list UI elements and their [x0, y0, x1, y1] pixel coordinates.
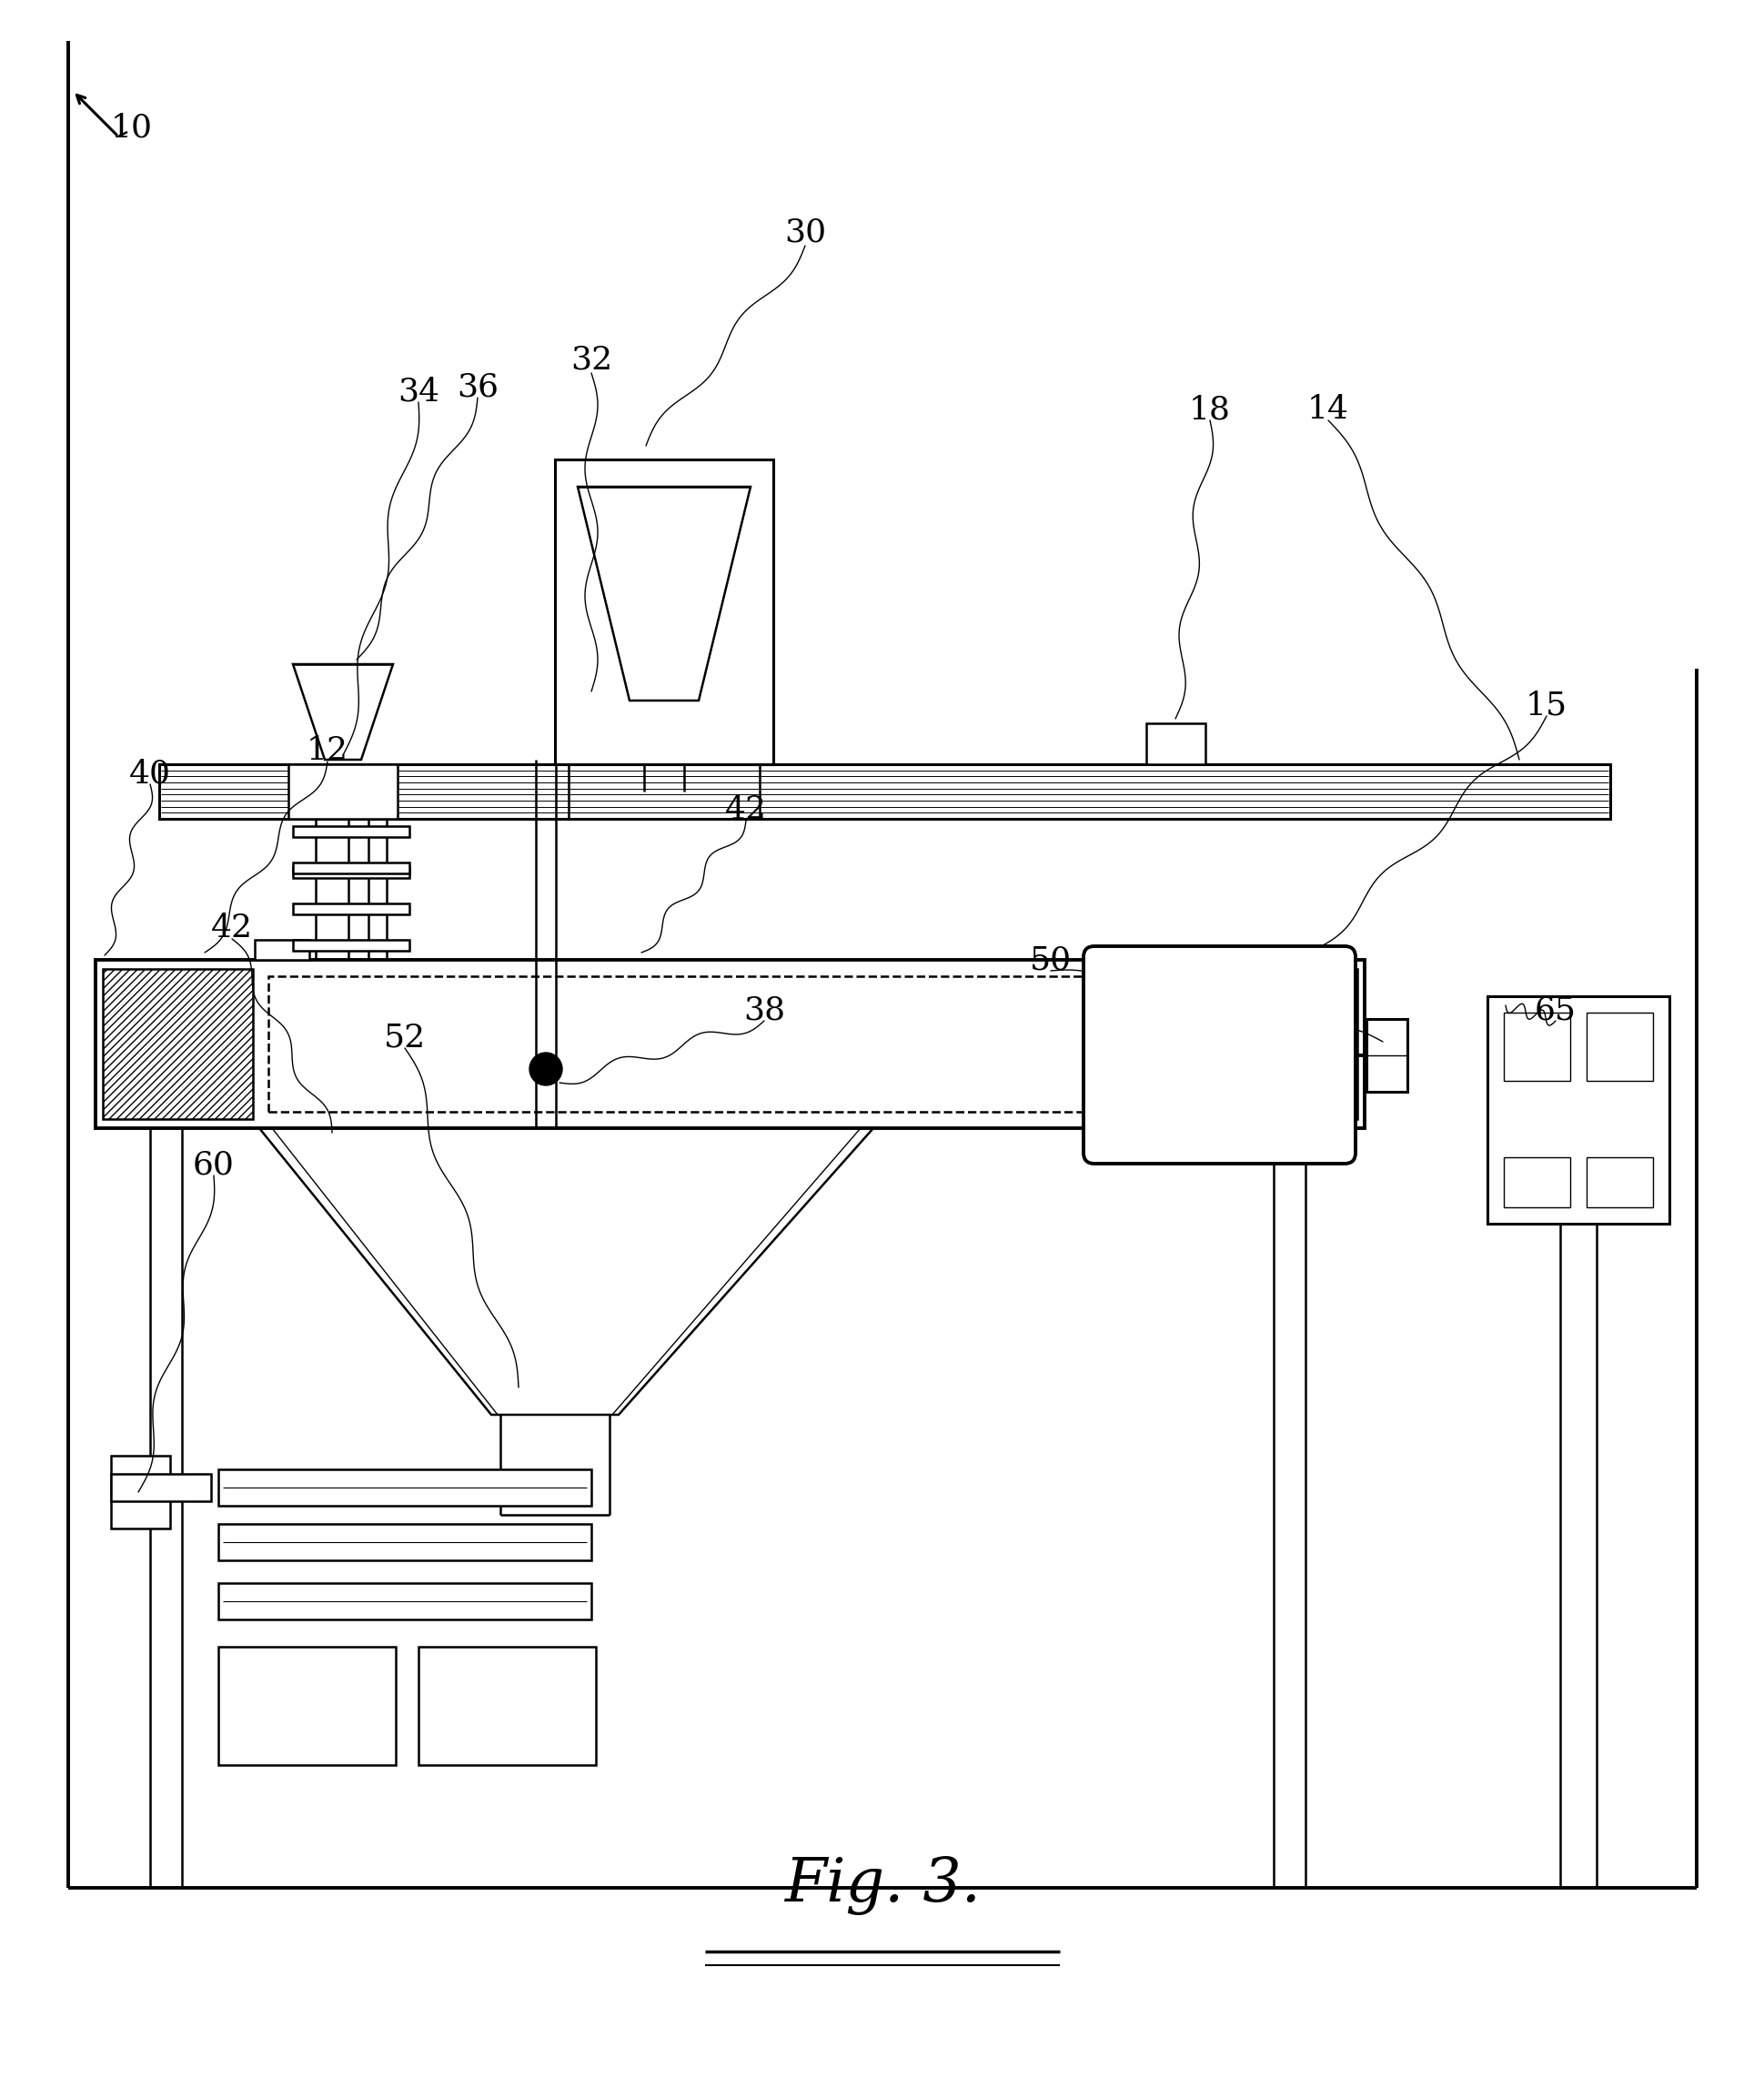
Text: 36: 36 — [457, 372, 497, 403]
Bar — [159, 764, 1609, 818]
Text: 42: 42 — [725, 793, 767, 825]
Bar — [554, 459, 773, 764]
Bar — [293, 867, 409, 877]
FancyBboxPatch shape — [1083, 946, 1355, 1163]
Text: 65: 65 — [1535, 994, 1575, 1025]
Bar — [1487, 996, 1669, 1224]
Bar — [293, 940, 409, 950]
Bar — [293, 904, 409, 915]
Text: 38: 38 — [743, 994, 785, 1025]
Bar — [268, 977, 1191, 1111]
Bar — [102, 969, 252, 1119]
Bar — [219, 1647, 395, 1764]
Bar — [1503, 1013, 1570, 1082]
Text: 50: 50 — [1028, 944, 1071, 975]
Bar — [219, 1583, 591, 1620]
Bar — [219, 1524, 591, 1560]
Text: 42: 42 — [212, 912, 252, 944]
Text: 32: 32 — [570, 345, 612, 376]
Bar — [111, 1455, 169, 1528]
Text: 10: 10 — [111, 113, 153, 142]
Text: 30: 30 — [783, 217, 826, 248]
Bar — [219, 1470, 591, 1505]
Bar — [293, 862, 409, 873]
Bar — [1207, 969, 1357, 1119]
Text: 12: 12 — [307, 735, 348, 766]
Bar — [293, 827, 409, 837]
Bar — [1586, 1157, 1653, 1207]
Bar — [1145, 722, 1205, 764]
Text: Fig. 3.: Fig. 3. — [783, 1856, 981, 1915]
Circle shape — [529, 1052, 563, 1086]
Bar — [288, 764, 397, 818]
Bar — [418, 1647, 596, 1764]
Bar — [111, 1474, 212, 1501]
Bar — [1503, 1157, 1570, 1207]
Text: 18: 18 — [1189, 395, 1230, 424]
Text: 34: 34 — [397, 376, 439, 407]
Text: 40: 40 — [129, 758, 171, 789]
Text: 14: 14 — [1307, 395, 1348, 424]
Bar — [1365, 1019, 1406, 1092]
Bar — [95, 960, 1364, 1128]
Bar — [254, 940, 309, 960]
Bar — [1586, 1013, 1653, 1082]
Text: 60: 60 — [192, 1148, 235, 1180]
Text: 52: 52 — [383, 1021, 425, 1052]
Text: 15: 15 — [1524, 689, 1566, 720]
